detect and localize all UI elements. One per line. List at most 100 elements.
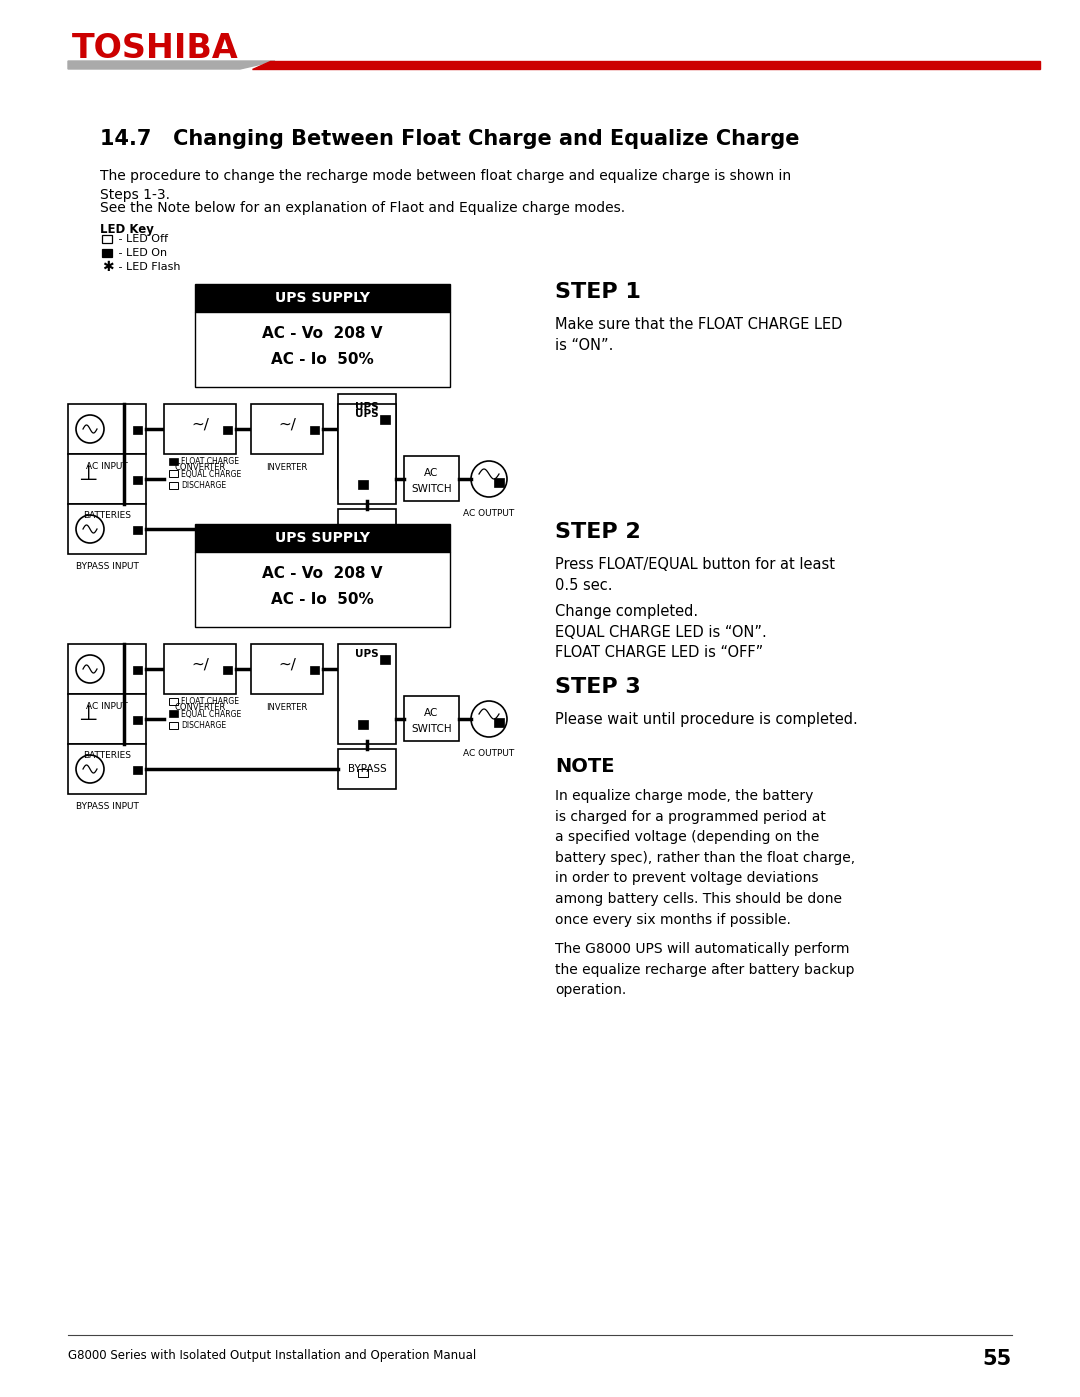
Text: AC INPUT: AC INPUT bbox=[86, 462, 127, 471]
Text: Please wait until procedure is completed.: Please wait until procedure is completed… bbox=[555, 712, 858, 726]
Bar bbox=[168, 458, 178, 465]
Bar bbox=[68, 404, 146, 454]
Text: CONVERTER: CONVERTER bbox=[174, 462, 226, 472]
Bar bbox=[338, 749, 396, 789]
Bar bbox=[357, 472, 368, 481]
Text: EQUAL CHARGE: EQUAL CHARGE bbox=[181, 710, 241, 718]
Text: AC: AC bbox=[424, 468, 438, 478]
Bar bbox=[168, 710, 178, 717]
Bar bbox=[404, 455, 459, 502]
Text: BYPASS: BYPASS bbox=[348, 524, 387, 534]
Text: - LED On: - LED On bbox=[114, 249, 167, 258]
Text: ~∕: ~∕ bbox=[278, 658, 296, 672]
Text: ~∕: ~∕ bbox=[191, 658, 208, 672]
Bar bbox=[404, 696, 459, 740]
Text: ✱: ✱ bbox=[102, 260, 113, 274]
Text: ~∕: ~∕ bbox=[191, 418, 208, 433]
Text: BATTERIES: BATTERIES bbox=[83, 752, 131, 760]
Polygon shape bbox=[252, 61, 1040, 68]
Text: STEP 3: STEP 3 bbox=[555, 678, 640, 697]
Bar bbox=[133, 527, 141, 534]
Bar bbox=[133, 426, 141, 434]
Text: UPS SUPPLY: UPS SUPPLY bbox=[275, 531, 370, 545]
Text: UPS: UPS bbox=[355, 402, 379, 412]
Bar bbox=[68, 644, 146, 694]
Bar bbox=[251, 404, 323, 454]
Bar bbox=[195, 524, 450, 552]
Bar bbox=[133, 717, 141, 724]
Text: UPS: UPS bbox=[355, 409, 379, 419]
Bar bbox=[133, 476, 141, 483]
Bar bbox=[195, 284, 450, 312]
Text: DISCHARGE: DISCHARGE bbox=[181, 482, 226, 490]
Bar bbox=[310, 426, 319, 434]
Bar bbox=[380, 415, 390, 425]
Bar bbox=[310, 666, 319, 673]
Text: AC - Io  50%: AC - Io 50% bbox=[271, 352, 374, 367]
Bar bbox=[168, 698, 178, 705]
Text: 14.7   Changing Between Float Charge and Equalize Charge: 14.7 Changing Between Float Charge and E… bbox=[100, 129, 799, 149]
Text: TOSHIBA: TOSHIBA bbox=[72, 32, 239, 66]
Text: The G8000 UPS will automatically perform
the equalize recharge after battery bac: The G8000 UPS will automatically perform… bbox=[555, 942, 854, 997]
Text: AC - Io  50%: AC - Io 50% bbox=[271, 592, 374, 608]
Text: NOTE: NOTE bbox=[555, 757, 615, 775]
Text: STEP 1: STEP 1 bbox=[555, 282, 640, 302]
Bar bbox=[357, 768, 368, 777]
Bar bbox=[251, 644, 323, 694]
Bar bbox=[380, 414, 390, 422]
Text: AC - Vo  208 V: AC - Vo 208 V bbox=[262, 567, 382, 581]
Bar bbox=[195, 552, 450, 627]
Text: DISCHARGE: DISCHARGE bbox=[181, 721, 226, 731]
Text: AC: AC bbox=[424, 708, 438, 718]
Text: ~∕: ~∕ bbox=[278, 418, 296, 433]
Bar bbox=[195, 312, 450, 387]
Polygon shape bbox=[68, 61, 275, 68]
Bar bbox=[133, 666, 141, 673]
Bar bbox=[222, 426, 232, 434]
Text: CONVERTER: CONVERTER bbox=[174, 703, 226, 712]
Text: SWITCH: SWITCH bbox=[411, 724, 451, 733]
Text: FLOAT CHARGE LED is “OFF”: FLOAT CHARGE LED is “OFF” bbox=[555, 645, 764, 659]
Bar bbox=[102, 235, 112, 243]
Bar bbox=[164, 404, 237, 454]
Bar bbox=[68, 454, 146, 504]
Text: AC INPUT: AC INPUT bbox=[86, 703, 127, 711]
Text: SWITCH: SWITCH bbox=[411, 483, 451, 495]
Bar bbox=[338, 644, 396, 745]
Bar bbox=[494, 718, 504, 726]
Bar bbox=[168, 482, 178, 489]
Text: ⊥: ⊥ bbox=[79, 704, 97, 724]
Text: Make sure that the FLOAT CHARGE LED
is “ON”.: Make sure that the FLOAT CHARGE LED is “… bbox=[555, 317, 842, 353]
Bar bbox=[68, 694, 146, 745]
Bar bbox=[494, 478, 504, 488]
Text: AC - Vo  208 V: AC - Vo 208 V bbox=[262, 327, 382, 341]
Text: Change completed.: Change completed. bbox=[555, 604, 698, 619]
Text: UPS SUPPLY: UPS SUPPLY bbox=[275, 291, 370, 305]
Text: Press FLOAT/EQUAL button for at least
0.5 sec.: Press FLOAT/EQUAL button for at least 0.… bbox=[555, 557, 835, 592]
Bar bbox=[68, 745, 146, 793]
Text: FLOAT CHARGE: FLOAT CHARGE bbox=[181, 457, 239, 467]
Bar bbox=[357, 529, 368, 536]
Text: STEP 2: STEP 2 bbox=[555, 522, 640, 542]
Bar bbox=[380, 655, 390, 664]
Bar bbox=[357, 719, 368, 729]
Text: ⊥: ⊥ bbox=[79, 464, 97, 483]
Text: BYPASS INPUT: BYPASS INPUT bbox=[76, 802, 138, 812]
Text: BYPASS: BYPASS bbox=[348, 764, 387, 774]
Text: 55: 55 bbox=[983, 1350, 1012, 1369]
Text: The procedure to change the recharge mode between float charge and equalize char: The procedure to change the recharge mod… bbox=[100, 169, 792, 203]
Text: INVERTER: INVERTER bbox=[267, 703, 308, 712]
Text: - LED Off: - LED Off bbox=[114, 235, 168, 244]
Text: EQUAL CHARGE: EQUAL CHARGE bbox=[181, 469, 241, 479]
Bar bbox=[168, 469, 178, 476]
Bar bbox=[338, 394, 396, 489]
Bar bbox=[338, 404, 396, 504]
Bar bbox=[133, 766, 141, 774]
Bar bbox=[168, 722, 178, 729]
Text: In equalize charge mode, the battery
is charged for a programmed period at
a spe: In equalize charge mode, the battery is … bbox=[555, 789, 855, 926]
Text: G8000 Series with Isolated Output Installation and Operation Manual: G8000 Series with Isolated Output Instal… bbox=[68, 1350, 476, 1362]
Text: FLOAT CHARGE: FLOAT CHARGE bbox=[181, 697, 239, 707]
Bar bbox=[68, 504, 146, 555]
Bar bbox=[357, 481, 368, 489]
Text: AC OUTPUT: AC OUTPUT bbox=[463, 509, 515, 518]
